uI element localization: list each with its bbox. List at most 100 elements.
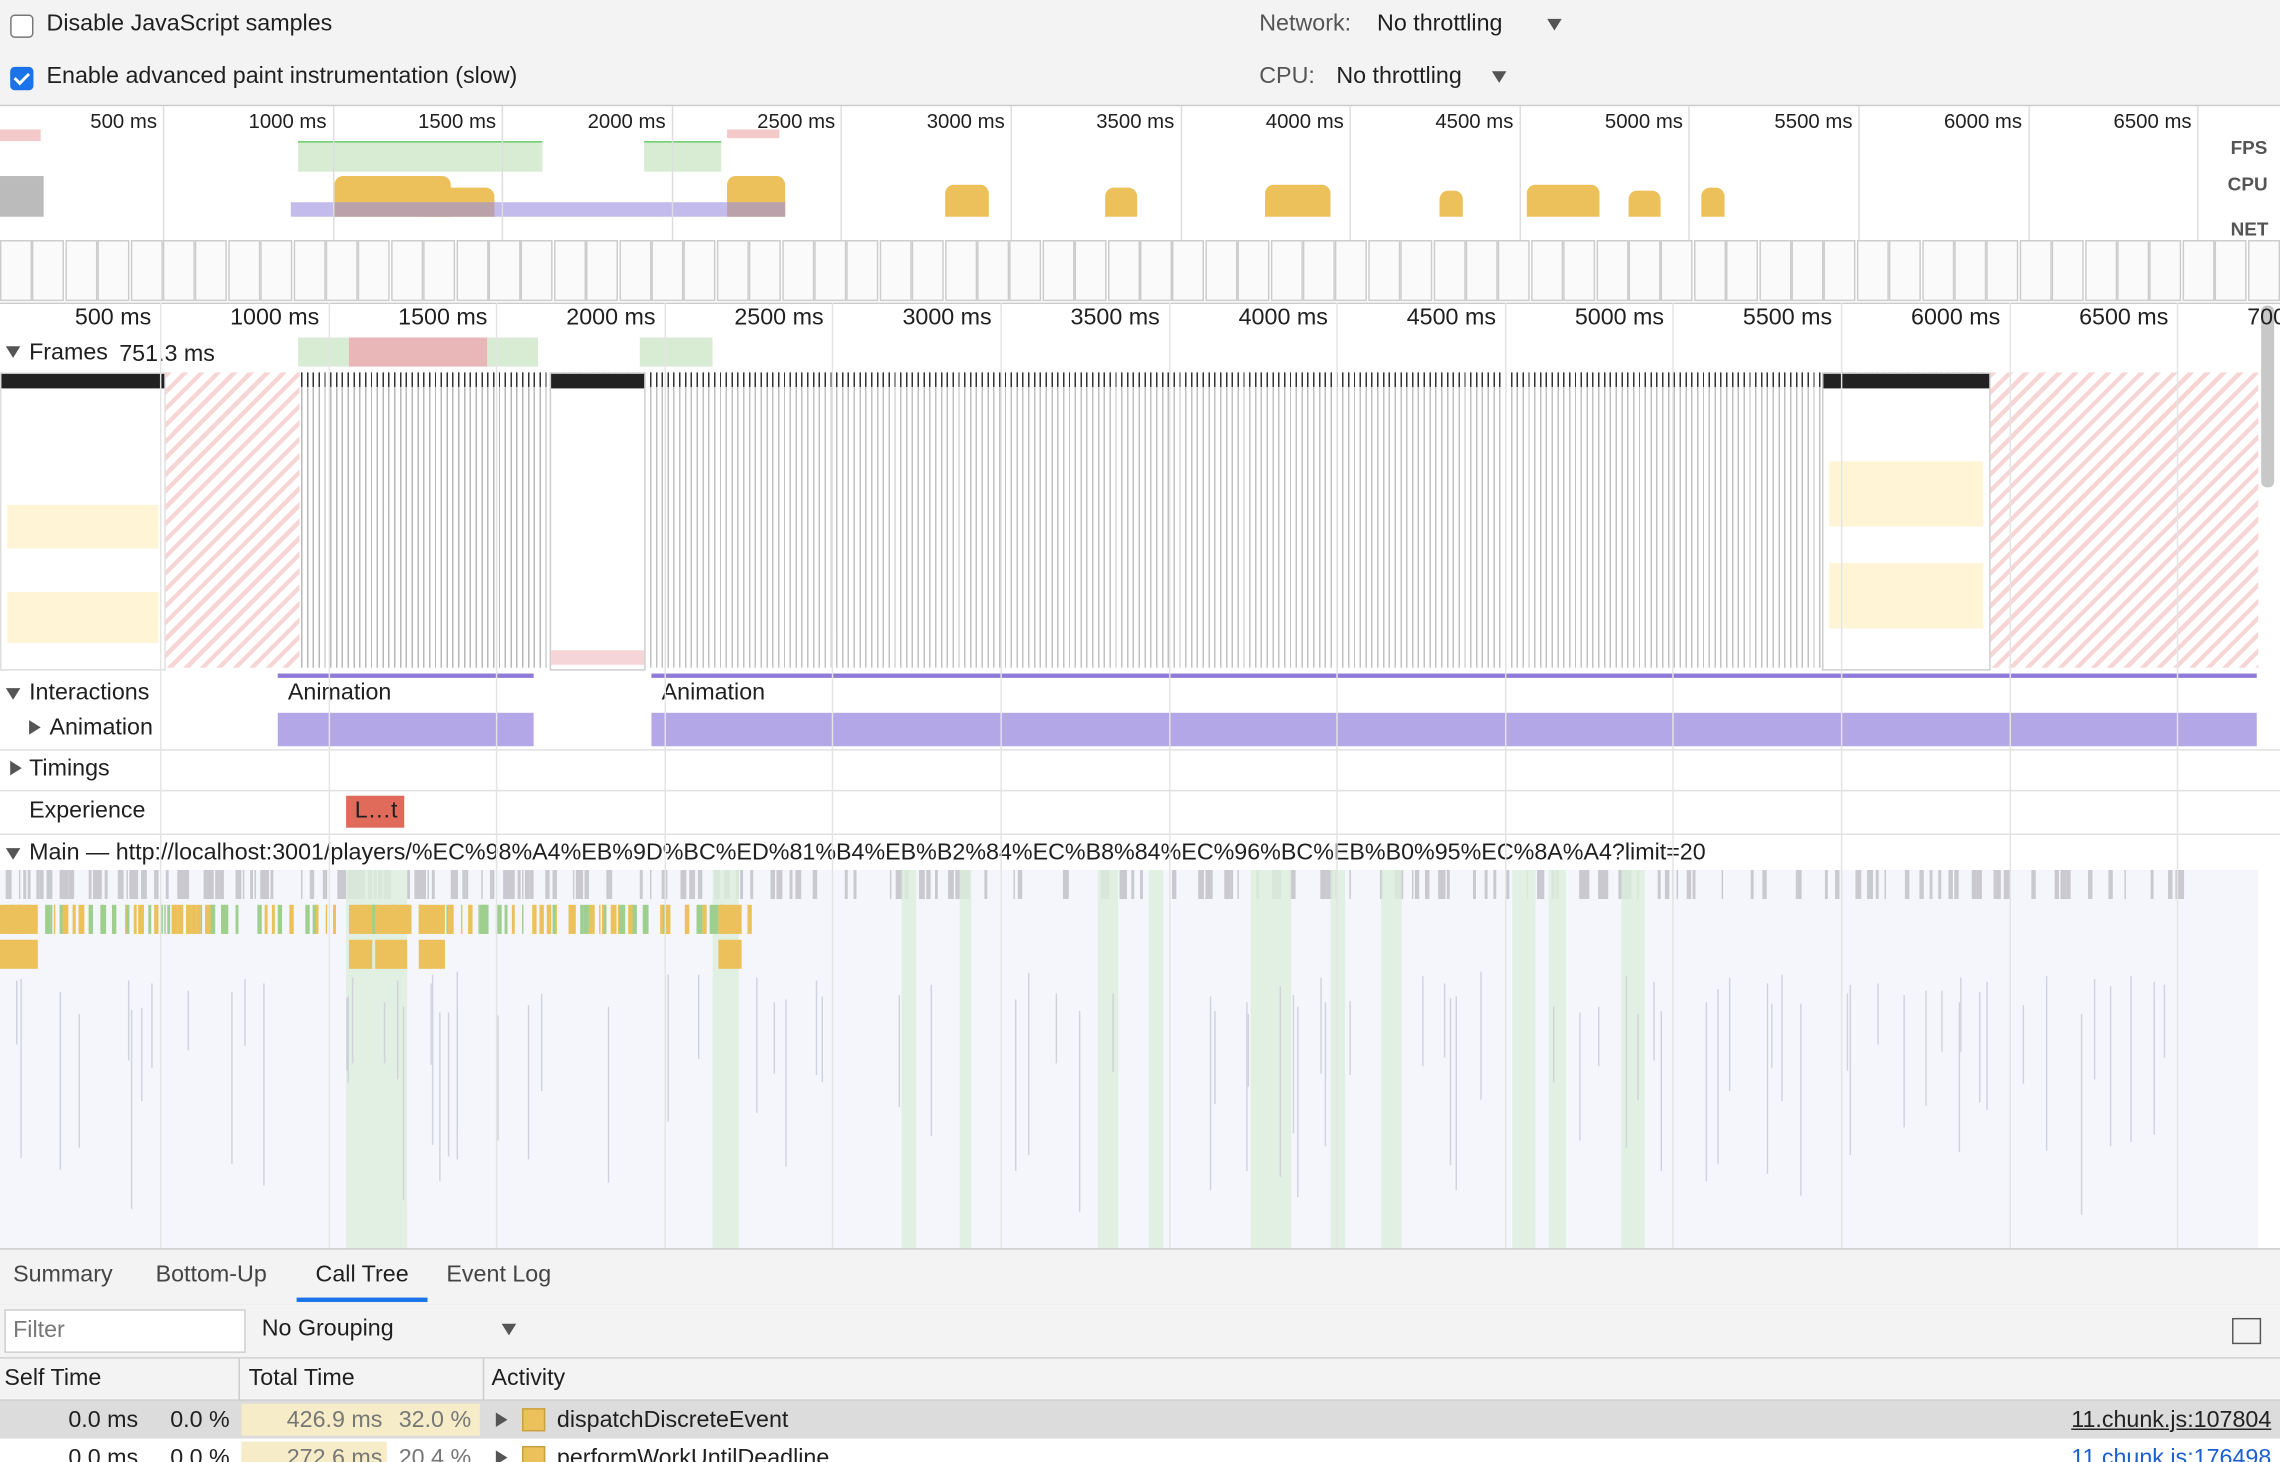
flame-slice <box>50 904 53 934</box>
setting-label: Disable JavaScript samples <box>46 11 333 37</box>
overview-grid-line <box>1010 106 1013 241</box>
expand-arrow[interactable] <box>5 688 21 700</box>
tab[interactable]: Bottom-Up <box>155 1262 267 1288</box>
flame-chart[interactable] <box>0 869 2259 1249</box>
flame-slice <box>219 869 225 900</box>
overview[interactable] <box>0 106 2280 302</box>
total-bar <box>241 1441 387 1462</box>
flame-slice <box>1987 982 1989 1111</box>
grid-line <box>496 302 498 1249</box>
network-select[interactable]: No throttling <box>1377 11 1503 37</box>
flame-slice <box>603 904 607 934</box>
flame-slice <box>898 995 900 1107</box>
checkbox[interactable] <box>10 66 34 91</box>
source-link[interactable]: 11.chunk.js:176498 <box>2071 1445 2272 1462</box>
expand-arrow[interactable] <box>5 346 21 358</box>
animation-bar[interactable] <box>277 712 534 747</box>
filmstrip-thumb <box>2019 240 2052 302</box>
expand-arrow[interactable] <box>495 1450 508 1462</box>
flame-slice <box>718 904 742 934</box>
flame-slice <box>920 869 925 900</box>
flame-slice <box>1424 869 1431 900</box>
flame-slice <box>448 904 454 934</box>
flame-slice <box>1505 869 1510 900</box>
filmstrip-thumb <box>1856 240 1889 302</box>
expand-arrow[interactable] <box>495 1412 508 1428</box>
tab[interactable]: Event Log <box>446 1262 552 1288</box>
interaction-label[interactable]: Animation <box>287 680 392 706</box>
flame-slice <box>517 869 521 900</box>
interaction-bracket <box>277 673 534 678</box>
flame-slice <box>507 869 510 900</box>
overview-tick-label: 3000 ms <box>926 109 1005 133</box>
flame-slice <box>173 904 177 934</box>
animation-bar[interactable] <box>651 712 2257 747</box>
flame-slice <box>2109 986 2112 1147</box>
flame-slice <box>1172 869 1177 900</box>
flame-slice <box>607 1006 609 1183</box>
filter-input[interactable]: Filter <box>4 1309 246 1353</box>
overview-tick-label: 500 ms <box>90 109 158 133</box>
overview-grid-line <box>2197 106 2199 241</box>
flame-slice <box>418 904 445 934</box>
flame-slice <box>1903 994 1906 1128</box>
flame-slice <box>813 869 818 900</box>
flame-slice <box>431 869 436 900</box>
flame-slice <box>249 869 253 900</box>
filmstrip-thumb <box>195 240 228 302</box>
divider <box>0 833 2280 835</box>
flame-slice <box>2153 998 2156 1127</box>
experience-marker[interactable]: L…t <box>346 795 405 828</box>
grouping-select[interactable]: No Grouping <box>261 1316 394 1342</box>
flame-slice <box>1472 869 1476 900</box>
flame-slice <box>540 994 543 1091</box>
source-link[interactable]: 11.chunk.js:107804 <box>2071 1408 2272 1433</box>
filmstrip-thumb <box>358 240 391 302</box>
flame-slice <box>1013 869 1016 900</box>
flame-slice <box>521 869 524 900</box>
flame-slice <box>572 869 575 900</box>
total-time: 426.9 ms <box>286 1408 383 1433</box>
flame-slice <box>1279 985 1282 1178</box>
total-bar <box>241 1403 480 1436</box>
flame-slice <box>177 904 184 934</box>
column-header[interactable]: Total Time <box>248 1365 355 1391</box>
filmstrip-thumb <box>293 240 326 302</box>
interaction-label[interactable]: Animation <box>661 680 766 706</box>
expand-arrow[interactable] <box>10 760 22 776</box>
flame-slice <box>104 869 108 900</box>
flame-slice <box>1017 869 1023 900</box>
flame-slice <box>345 997 348 1072</box>
column-header[interactable]: Self Time <box>4 1365 102 1391</box>
flame-slice <box>243 979 246 1046</box>
flame-slice <box>2045 975 2048 1151</box>
column-header[interactable]: Activity <box>491 1365 566 1391</box>
flame-slice <box>309 869 314 900</box>
flame-slice <box>1866 869 1873 900</box>
flame-slice <box>598 904 601 934</box>
tab[interactable]: Summary <box>13 1262 113 1288</box>
filmstrip-thumb <box>1530 240 1563 302</box>
scrollbar[interactable] <box>2261 305 2275 488</box>
flame-slice <box>131 869 138 900</box>
flame-slice <box>2032 869 2036 900</box>
sidebar-toggle[interactable] <box>2232 1317 2262 1345</box>
cpu-select[interactable]: No throttling <box>1336 64 1462 89</box>
checkbox[interactable] <box>10 14 34 38</box>
flame-slice <box>154 869 158 900</box>
expand-arrow[interactable] <box>5 848 21 860</box>
flame-slice <box>1323 869 1326 900</box>
flame-slice <box>420 869 426 900</box>
filmstrip-thumb <box>1661 240 1694 302</box>
flame-slice <box>853 869 856 900</box>
flame-slice <box>1729 977 1731 1092</box>
flame-slice <box>445 904 449 934</box>
flame-slice <box>1846 993 1849 1072</box>
table-row[interactable] <box>0 1438 2280 1462</box>
timeline-tick-label: 1500 ms <box>398 305 488 331</box>
tab[interactable]: Call Tree <box>315 1262 409 1288</box>
flame-slice <box>1440 869 1446 900</box>
flame-slice <box>224 904 229 934</box>
flame-slice <box>570 904 576 934</box>
expand-arrow[interactable] <box>29 720 41 735</box>
